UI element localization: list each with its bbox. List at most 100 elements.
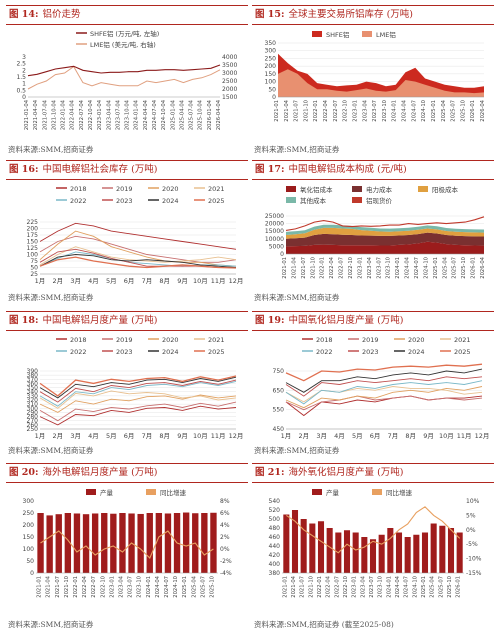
x-tick-label: 2025-10 [460, 100, 466, 122]
legend-label: 产量 [326, 488, 340, 497]
x-tick-label: 2024-01 [146, 576, 152, 598]
x-tick-label: 2023-04 [367, 256, 373, 278]
x-tick-label: 2025-01 [421, 576, 427, 598]
y-tick-label: 440 [269, 543, 281, 550]
y-tick-label: 150 [27, 239, 39, 246]
legend-label: 2025 [208, 197, 225, 205]
x-tick-label: 5月 [352, 432, 363, 440]
y-tick-label: 125 [27, 245, 39, 252]
x-tick-label: 2023-07 [372, 100, 378, 122]
y-tick-label-right: 4000 [222, 54, 237, 61]
x-tick-label: 2024-07-04 [152, 99, 158, 130]
y-tick-label: 50 [268, 86, 276, 93]
legend-label: 2023 [116, 348, 133, 356]
y-tick-label: 650 [273, 387, 285, 394]
source-note: 资料来源:SMM,招商证券 (截至2025-08) [254, 620, 394, 629]
x-tick-label: 9月 [177, 277, 188, 285]
series-line-lme [27, 65, 221, 90]
series-area-cost-3 [286, 224, 484, 235]
x-tick-label: 2024-10 [421, 100, 427, 122]
x-tick-label: 2023-10-04 [125, 99, 131, 130]
x-tick-label: 2023-01-04 [97, 99, 103, 130]
y-tick-label: 20000 [265, 221, 284, 228]
bar [352, 532, 359, 573]
y-tick-label: 390 [27, 368, 39, 375]
series-line-2024 [39, 254, 237, 268]
x-tick-label: 2024-07 [164, 576, 170, 598]
series-area-cost-1 [286, 232, 484, 247]
legend-label: 2019 [362, 336, 379, 344]
x-tick-label: 2026-01 [470, 100, 476, 122]
bar [64, 513, 72, 573]
legend-label: 阳极成本 [432, 185, 459, 194]
legend-label: 2023 [362, 348, 379, 356]
x-tick-label: 2021-01 [282, 576, 288, 598]
bar [326, 528, 333, 573]
bar [404, 537, 411, 573]
series-line-price [285, 216, 485, 231]
legend-label: LME铝 [376, 30, 396, 39]
x-tick-label: 2月 [52, 432, 63, 440]
x-tick-label: 2024-01 [386, 576, 392, 598]
legend-label: 2018 [316, 336, 333, 344]
y-tick-label: 150 [23, 534, 35, 541]
x-tick-label: 2022-10 [343, 100, 349, 122]
x-tick-label: 3月 [70, 432, 81, 440]
panel-title: 图 14: 铝价走势 [6, 5, 248, 25]
panel-title: 图 20: 海外电解铝月度产量 (万吨) [6, 463, 248, 483]
legend-label: 2018 [70, 185, 87, 193]
legend-label: 2020 [408, 336, 425, 344]
bar [421, 532, 429, 573]
y-tick-label: 370 [27, 376, 39, 383]
y-tick-label: 300 [27, 405, 39, 412]
x-tick-label: 2021-01 [282, 257, 288, 279]
x-tick-label: 2021-01 [274, 100, 280, 122]
y-tick-label: 75 [30, 258, 38, 265]
legend-swatch [362, 31, 372, 37]
legend-label: 2024 [408, 348, 425, 356]
x-tick-label: 2026-01 [471, 257, 477, 279]
x-tick-label: 1月 [281, 432, 292, 440]
y-tick-label: 200 [23, 522, 35, 529]
bar [447, 528, 455, 573]
y-tick-label-right: -4% [220, 570, 232, 577]
x-tick-label: 2024-10 [412, 576, 418, 598]
y-tick-label-right: 2500 [222, 78, 237, 85]
series-area-cost-2 [286, 227, 484, 239]
legend-label: 2022 [70, 197, 87, 205]
series-line-2020 [39, 394, 237, 413]
legend-label: 2023 [116, 197, 133, 205]
x-tick-label: 2023-10 [382, 100, 388, 122]
y-tick-label: 0 [272, 94, 276, 101]
y-tick-label: 175 [27, 232, 39, 239]
source-note: 资料来源:SMM,招商证券 [254, 293, 340, 302]
bar [309, 523, 316, 573]
series-line-2023 [285, 376, 483, 397]
y-tick-label: 400 [269, 561, 281, 568]
series-line-2023 [39, 379, 237, 403]
x-tick-label: 5月 [106, 277, 117, 285]
y-tick-label: 420 [269, 552, 281, 559]
y-tick-label: 100 [265, 79, 277, 86]
legend-label: 其他成本 [300, 196, 327, 205]
panel-fig17: 图 17: 中国电解铝成本构成 (元/吨) 氧化铝成本 电力成本 阳极成本 其他成本 铝现… [252, 160, 494, 305]
x-tick-label: 2025-10 [447, 576, 453, 598]
y-tick-label: 0 [22, 94, 26, 101]
bar [439, 525, 446, 573]
y-tick-label: 340 [27, 389, 39, 396]
series-line-shfe [27, 64, 221, 77]
x-tick-label: 12月 [475, 432, 490, 440]
y-tick-label: 100 [23, 546, 35, 553]
legend-label: LME铝 (美元/吨, 右轴) [90, 40, 156, 49]
panel-fig21: 图 21: 海外氧化铝月度产量 (万吨) 产量 同比增速 380 400 420 440 46… [252, 463, 494, 631]
y-tick-label: 290 [27, 409, 39, 416]
x-tick-label: 2024-10 [423, 257, 429, 279]
x-tick-label: 2021-04 [291, 575, 297, 597]
x-tick-label: 2月 [298, 432, 309, 440]
x-tick-label: 11月 [211, 432, 226, 440]
legend-swatch [286, 197, 296, 203]
y-tick-label: 300 [23, 498, 35, 505]
x-tick-label: 2024-04-04 [143, 99, 149, 130]
x-tick-label: 2025-10 [209, 576, 215, 598]
x-tick-label: 4月 [88, 277, 99, 285]
